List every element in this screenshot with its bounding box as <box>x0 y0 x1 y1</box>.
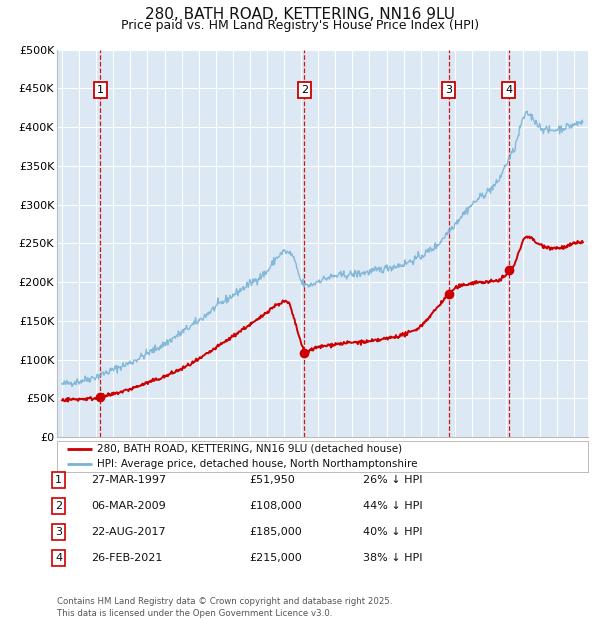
Text: £215,000: £215,000 <box>249 553 302 563</box>
Text: 3: 3 <box>55 527 62 537</box>
Text: 1: 1 <box>97 85 104 95</box>
Text: Price paid vs. HM Land Registry's House Price Index (HPI): Price paid vs. HM Land Registry's House … <box>121 19 479 32</box>
Text: £185,000: £185,000 <box>249 527 302 537</box>
Text: Contains HM Land Registry data © Crown copyright and database right 2025.
This d: Contains HM Land Registry data © Crown c… <box>57 596 392 618</box>
Text: 4: 4 <box>55 553 62 563</box>
Text: 40% ↓ HPI: 40% ↓ HPI <box>363 527 422 537</box>
Text: 38% ↓ HPI: 38% ↓ HPI <box>363 553 422 563</box>
Text: £108,000: £108,000 <box>249 501 302 511</box>
Text: 06-MAR-2009: 06-MAR-2009 <box>91 501 166 511</box>
Text: 26% ↓ HPI: 26% ↓ HPI <box>363 475 422 485</box>
Text: 280, BATH ROAD, KETTERING, NN16 9LU: 280, BATH ROAD, KETTERING, NN16 9LU <box>145 7 455 22</box>
Text: 280, BATH ROAD, KETTERING, NN16 9LU (detached house): 280, BATH ROAD, KETTERING, NN16 9LU (det… <box>97 444 402 454</box>
Text: 44% ↓ HPI: 44% ↓ HPI <box>363 501 422 511</box>
Text: 27-MAR-1997: 27-MAR-1997 <box>91 475 166 485</box>
Text: 2: 2 <box>55 501 62 511</box>
Text: 3: 3 <box>445 85 452 95</box>
Text: 1: 1 <box>55 475 62 485</box>
Text: £51,950: £51,950 <box>249 475 295 485</box>
Text: 4: 4 <box>505 85 512 95</box>
Text: 26-FEB-2021: 26-FEB-2021 <box>91 553 163 563</box>
Text: 22-AUG-2017: 22-AUG-2017 <box>91 527 166 537</box>
Text: HPI: Average price, detached house, North Northamptonshire: HPI: Average price, detached house, Nort… <box>97 459 418 469</box>
Text: 2: 2 <box>301 85 308 95</box>
